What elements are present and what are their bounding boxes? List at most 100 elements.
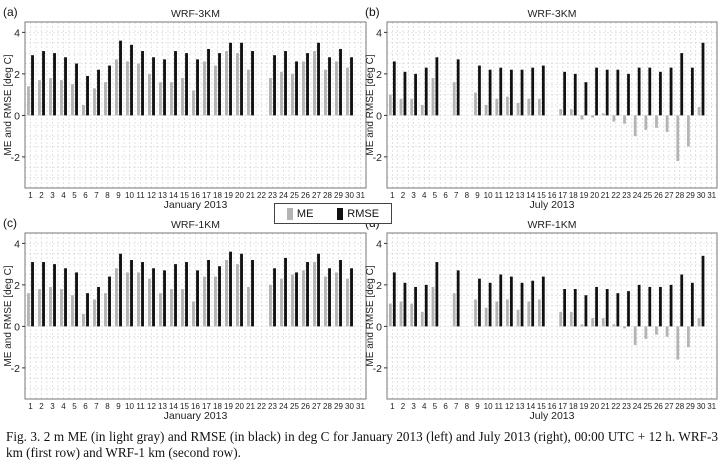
bar-rmse-c-day-10 (130, 259, 133, 327)
x-tick-label: 6 (83, 402, 88, 411)
bar-rmse-c-day-17 (207, 259, 210, 327)
x-tick-label: 8 (105, 191, 110, 200)
x-tick-label: 13 (158, 402, 167, 411)
bar-rmse-c-day-15 (185, 262, 188, 327)
x-tick-label: 17 (558, 402, 567, 411)
x-tick-label: 25 (643, 402, 652, 411)
x-tick-label: 6 (443, 191, 448, 200)
y-axis-label: ME and RMSE [deg C] (3, 54, 14, 155)
x-tick-label: 18 (213, 402, 222, 411)
bar-rmse-c-day-1 (31, 262, 34, 327)
x-tick-label: 8 (465, 402, 470, 411)
x-tick-label: 14 (526, 402, 535, 411)
panel-title: WRF-1KM (171, 219, 220, 231)
x-tick-label: 29 (334, 402, 343, 411)
bar-rmse-b-day-7 (456, 59, 460, 116)
x-tick-label: 30 (697, 191, 706, 200)
bar-me-c-day-15 (181, 289, 184, 327)
bar-rmse-c-day-25 (295, 272, 298, 327)
x-tick-label: 3 (50, 402, 55, 411)
bar-rmse-d-day-18 (573, 289, 577, 327)
bar-rmse-d-day-15 (541, 276, 545, 327)
bar-me-c-day-12 (148, 278, 151, 327)
bar-rmse-d-day-20 (595, 286, 598, 327)
bar-rmse-b-day-24 (637, 67, 641, 116)
x-tick-label: 21 (601, 402, 610, 411)
x-tick-label: 17 (558, 191, 567, 200)
x-tick-label: 22 (611, 402, 620, 411)
x-tick-label: 17 (202, 191, 211, 200)
y-tick-label: 0 (376, 110, 382, 122)
y-tick-label: -2 (11, 152, 20, 164)
bar-rmse-b-day-4 (424, 67, 428, 116)
bar-me-b-day-20 (591, 115, 594, 118)
x-tick-label: 12 (505, 191, 514, 200)
bar-rmse-b-day-3 (414, 73, 417, 116)
y-tick-label: -2 (373, 363, 382, 375)
x-tick-label: 31 (707, 191, 716, 200)
x-tick-label: 3 (411, 402, 416, 411)
x-tick-label: 20 (590, 402, 599, 411)
bar-rmse-b-day-23 (627, 73, 630, 116)
bar-rmse-c-day-6 (86, 293, 89, 327)
panel-title: WRF-3KM (528, 8, 577, 20)
x-tick-label: 7 (94, 402, 99, 411)
x-tick-label: 7 (94, 191, 99, 200)
bar-me-c-day-16 (192, 301, 195, 327)
bar-rmse-d-day-19 (584, 295, 588, 327)
x-tick-label: 24 (633, 402, 642, 411)
bar-me-b-day-25 (644, 115, 648, 130)
x-tick-label: 20 (235, 402, 244, 411)
y-axis-label: ME and RMSE [deg C] (3, 265, 14, 366)
bar-rmse-a-day-11 (141, 51, 144, 116)
plot-frame (24, 21, 367, 189)
bar-rmse-c-day-16 (196, 270, 199, 327)
bar-me-c-day-7 (93, 299, 96, 327)
bar-me-a-day-19 (225, 51, 228, 116)
bar-rmse-a-day-14 (174, 51, 177, 116)
x-tick-label: 9 (116, 402, 121, 411)
x-tick-label: 22 (257, 191, 266, 200)
y-tick-label: 0 (14, 321, 20, 333)
x-tick-label: 18 (569, 191, 578, 200)
bar-me-c-day-5 (71, 295, 74, 327)
bar-rmse-c-day-18 (218, 266, 221, 327)
bar-rmse-d-day-13 (520, 282, 524, 327)
bar-rmse-d-day-5 (435, 262, 439, 327)
x-tick-label: 4 (422, 402, 427, 411)
bar-me-d-day-18 (569, 311, 573, 327)
bar-rmse-c-day-4 (64, 268, 67, 327)
bar-rmse-b-day-9 (478, 65, 481, 116)
bar-me-a-day-10 (126, 61, 129, 116)
x-tick-label: 26 (654, 402, 663, 411)
bar-rmse-b-day-19 (584, 82, 588, 116)
bar-me-b-day-17 (559, 109, 563, 116)
x-tick-label: 6 (443, 402, 448, 411)
x-tick-label: 25 (290, 191, 299, 200)
bar-me-c-day-28 (324, 276, 327, 327)
bar-rmse-d-day-14 (531, 280, 535, 327)
bar-me-c-day-1 (27, 293, 30, 327)
x-tick-label: 26 (654, 191, 663, 200)
bar-rmse-d-day-9 (478, 278, 481, 327)
x-tick-label: 24 (279, 402, 288, 411)
bar-rmse-a-day-21 (251, 51, 254, 116)
x-tick-label: 9 (475, 191, 480, 200)
bar-rmse-b-day-20 (595, 67, 598, 116)
x-tick-label: 8 (105, 402, 110, 411)
bar-rmse-b-day-17 (563, 71, 567, 116)
x-tick-label: 27 (665, 402, 674, 411)
bar-me-b-day-2 (399, 98, 403, 116)
x-tick-label: 11 (136, 191, 145, 200)
bar-me-d-day-15 (537, 299, 541, 327)
x-tick-label: 19 (224, 191, 233, 200)
plot-frame (386, 232, 718, 400)
bar-rmse-c-day-14 (174, 264, 177, 327)
bar-rmse-a-day-9 (119, 40, 122, 116)
bar-rmse-d-day-24 (637, 284, 641, 327)
bar-me-d-day-23 (623, 326, 626, 329)
x-tick-label: 15 (537, 191, 546, 200)
y-tick-label: 4 (14, 27, 20, 39)
x-axis-label: January 2013 (164, 199, 228, 211)
x-tick-label: 29 (686, 191, 695, 200)
